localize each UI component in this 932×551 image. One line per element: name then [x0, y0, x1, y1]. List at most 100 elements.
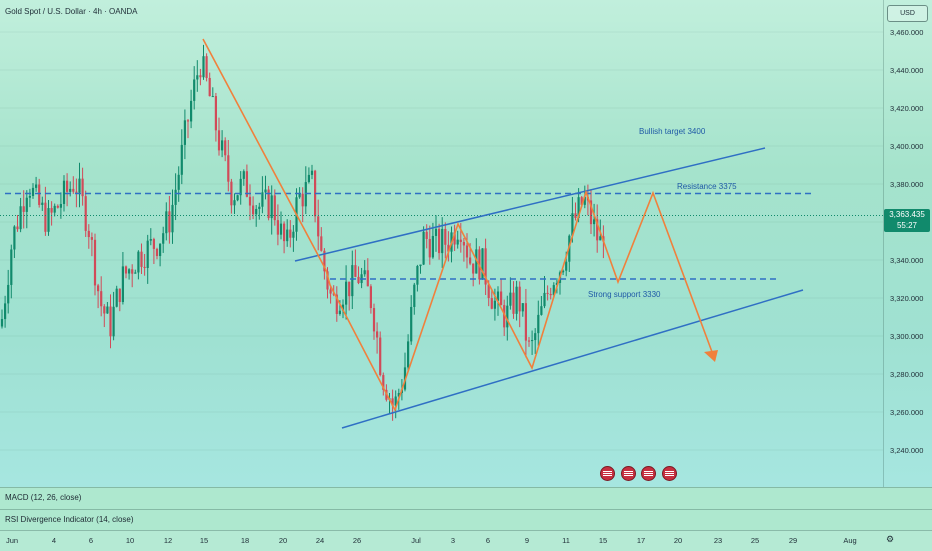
- candle-body: [143, 266, 146, 268]
- price-tick: 3,440.000: [890, 66, 924, 75]
- candle-body: [599, 236, 602, 241]
- candle-body: [407, 341, 410, 368]
- price-tick: 3,240.000: [890, 446, 924, 455]
- price-tick: 3,380.000: [890, 180, 924, 189]
- us-flag-event-icon[interactable]: [641, 466, 656, 481]
- candle-body: [509, 292, 512, 306]
- candle-body: [214, 96, 217, 131]
- candle-body: [227, 155, 230, 182]
- chart-area[interactable]: Gold Spot / U.S. Dollar · 4h · OANDA Bul…: [0, 0, 883, 487]
- price-tick: 3,400.000: [890, 142, 924, 151]
- candle-body: [596, 219, 599, 241]
- candle-body: [13, 226, 16, 250]
- candle-body: [261, 192, 264, 207]
- macd-pane[interactable]: MACD (12, 26, close): [0, 487, 932, 509]
- time-axis[interactable]: Jun 4 6 10 12 15 18 20 24 26 Jul 3 6 9 1…: [0, 530, 932, 551]
- candle-body: [208, 77, 211, 97]
- price-chart[interactable]: [0, 0, 883, 487]
- candle-body: [199, 75, 202, 78]
- candle-body: [93, 239, 97, 286]
- candle-body: [469, 257, 472, 264]
- candle-body: [397, 392, 400, 397]
- candle-body: [10, 249, 13, 285]
- axis-settings-icon[interactable]: ⚙: [886, 534, 895, 544]
- candle-body: [571, 213, 574, 236]
- candle-body: [239, 178, 242, 196]
- candle-body: [589, 200, 593, 225]
- candle-body: [224, 140, 227, 156]
- candle-body: [252, 205, 255, 215]
- candle-body: [44, 202, 47, 232]
- candle-body: [394, 396, 397, 406]
- candle-body: [128, 269, 131, 274]
- candle-body: [345, 281, 348, 305]
- candle-body: [363, 270, 366, 275]
- price-axis[interactable]: [883, 0, 932, 487]
- lower-channel-line: [341, 289, 804, 429]
- date-tick: 11: [562, 536, 570, 545]
- candle-body: [555, 282, 558, 286]
- candle-body: [422, 231, 425, 265]
- date-tick: 23: [713, 536, 723, 545]
- date-tick: 20: [278, 536, 288, 545]
- candle-body: [202, 56, 205, 78]
- rsi-pane[interactable]: RSI Divergence Indicator (14, close): [0, 509, 932, 531]
- candle-body: [565, 261, 568, 271]
- candle-body: [186, 120, 190, 122]
- candle-body: [515, 286, 518, 314]
- rsi-label[interactable]: RSI Divergence Indicator (14, close): [5, 515, 134, 524]
- projection-arrowhead: [704, 350, 718, 362]
- candle-body: [25, 197, 28, 212]
- date-tick: Aug: [843, 536, 857, 545]
- candle-body: [413, 284, 416, 307]
- candle-body: [255, 208, 258, 215]
- candle-body: [66, 180, 69, 192]
- candle-body: [524, 303, 527, 341]
- candle-body: [540, 306, 543, 315]
- candle-body: [462, 242, 465, 246]
- currency-button[interactable]: USD: [887, 5, 928, 22]
- date-tick: 29: [788, 536, 798, 545]
- candle-body: [428, 239, 431, 258]
- candle-body: [248, 196, 252, 206]
- candle-body: [369, 286, 372, 309]
- candle-body: [0, 319, 4, 327]
- candle-body: [81, 178, 84, 197]
- candle-body: [159, 243, 162, 257]
- us-flag-event-icon[interactable]: [662, 466, 677, 481]
- date-tick: 6: [88, 536, 94, 545]
- candle-body: [59, 203, 62, 208]
- candle-body: [317, 216, 320, 237]
- candle-body: [521, 303, 524, 312]
- support-label[interactable]: Strong support 3330: [588, 290, 661, 299]
- date-tick: 12: [163, 536, 173, 545]
- candle-body: [326, 271, 329, 290]
- candle-body: [53, 205, 56, 213]
- bullish-target-label[interactable]: Bullish target 3400: [639, 127, 706, 136]
- symbol-title[interactable]: Gold Spot / U.S. Dollar · 4h · OANDA: [5, 7, 138, 16]
- candle-body: [354, 265, 357, 277]
- price-tick: 3,460.000: [890, 28, 924, 37]
- date-tick: 24: [315, 536, 325, 545]
- candle-body: [180, 144, 183, 175]
- resistance-label[interactable]: Resistance 3375: [677, 182, 737, 191]
- candle-body: [487, 284, 490, 299]
- candle-body: [41, 202, 44, 205]
- candle-body: [171, 204, 174, 233]
- candle-body: [264, 189, 267, 193]
- us-flag-event-icon[interactable]: [600, 466, 615, 481]
- candle-body: [162, 233, 165, 244]
- candle-body: [577, 197, 580, 218]
- candle-body: [7, 284, 10, 304]
- candle-body: [338, 310, 341, 314]
- candle-body: [258, 206, 261, 209]
- candle-body: [438, 228, 441, 254]
- us-flag-event-icon[interactable]: [621, 466, 636, 481]
- price-tick: 3,280.000: [890, 370, 924, 379]
- candle-body: [38, 184, 41, 205]
- candle-body: [527, 340, 531, 342]
- candle-body: [546, 292, 549, 294]
- macd-label[interactable]: MACD (12, 26, close): [5, 493, 82, 502]
- candle-body: [183, 120, 186, 145]
- date-tick: Jun: [5, 536, 19, 545]
